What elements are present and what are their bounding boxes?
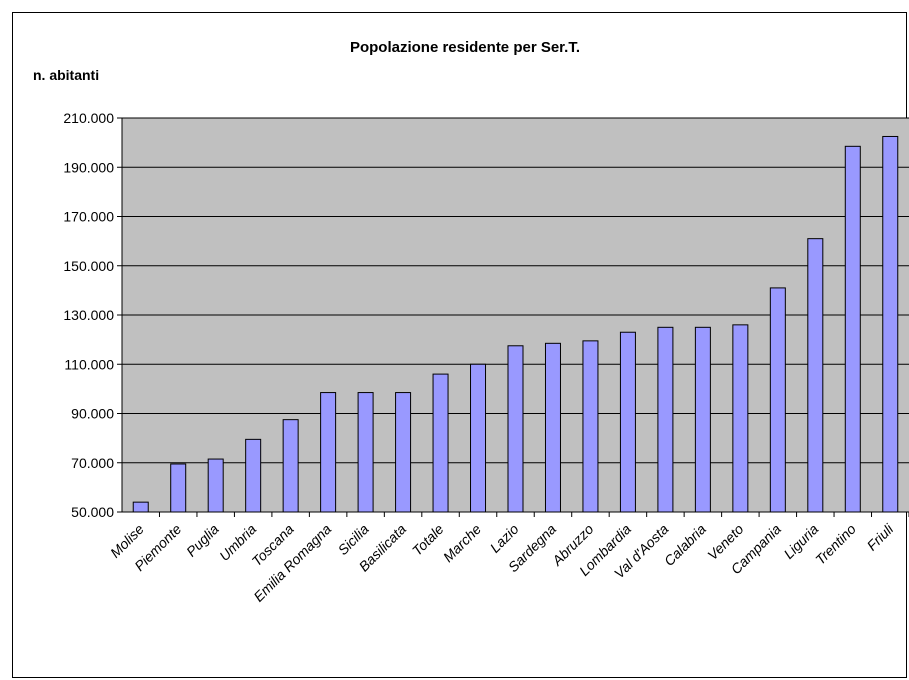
y-tick-label: 210.000	[63, 110, 114, 126]
bars	[132, 135, 899, 513]
bar	[807, 238, 824, 513]
bar	[170, 463, 187, 513]
bar	[432, 373, 449, 513]
y-tick-label: 150.000	[63, 258, 114, 274]
bar	[282, 419, 299, 513]
y-tick-label: 70.000	[71, 455, 114, 471]
bar	[657, 326, 674, 513]
y-tick-labels: 50.000 70.000 90.000 110.000 130.000 150.000 1…	[63, 110, 114, 520]
bar	[694, 326, 711, 513]
bar	[357, 392, 374, 513]
y-tick-label: 170.000	[63, 209, 114, 225]
bar	[544, 342, 561, 513]
y-tick-label: 110.000	[64, 356, 114, 372]
chart-title: Popolazione residente per Ser.T.	[350, 39, 580, 56]
x-tick-label: Calabria	[661, 521, 709, 569]
bar	[320, 392, 337, 513]
y-axis-label: n. abitanti	[33, 67, 99, 83]
axes	[117, 117, 909, 517]
y-tick-label: 130.000	[63, 307, 114, 323]
bar	[769, 287, 786, 513]
bar	[470, 363, 487, 513]
y-tick-label: 90.000	[71, 406, 114, 422]
x-tick-label: Lazio	[487, 521, 522, 556]
bar	[245, 438, 262, 513]
bar	[582, 340, 599, 513]
bar	[732, 324, 749, 513]
bar	[844, 145, 861, 513]
bar	[395, 392, 412, 513]
x-tick-label: Trentino	[812, 521, 859, 568]
bar	[207, 458, 224, 513]
x-tick-labels: MolisePiemontePugliaUmbriaToscanaEmilia …	[107, 520, 897, 605]
bar	[507, 345, 524, 513]
bar	[619, 331, 636, 513]
bar	[882, 135, 899, 513]
bar	[132, 501, 149, 513]
y-tick-label: 50.000	[71, 504, 114, 520]
y-tick-label: 190.000	[63, 159, 114, 175]
x-tick-label: Marche	[440, 521, 484, 565]
x-tick-label: Friuli	[864, 520, 897, 553]
